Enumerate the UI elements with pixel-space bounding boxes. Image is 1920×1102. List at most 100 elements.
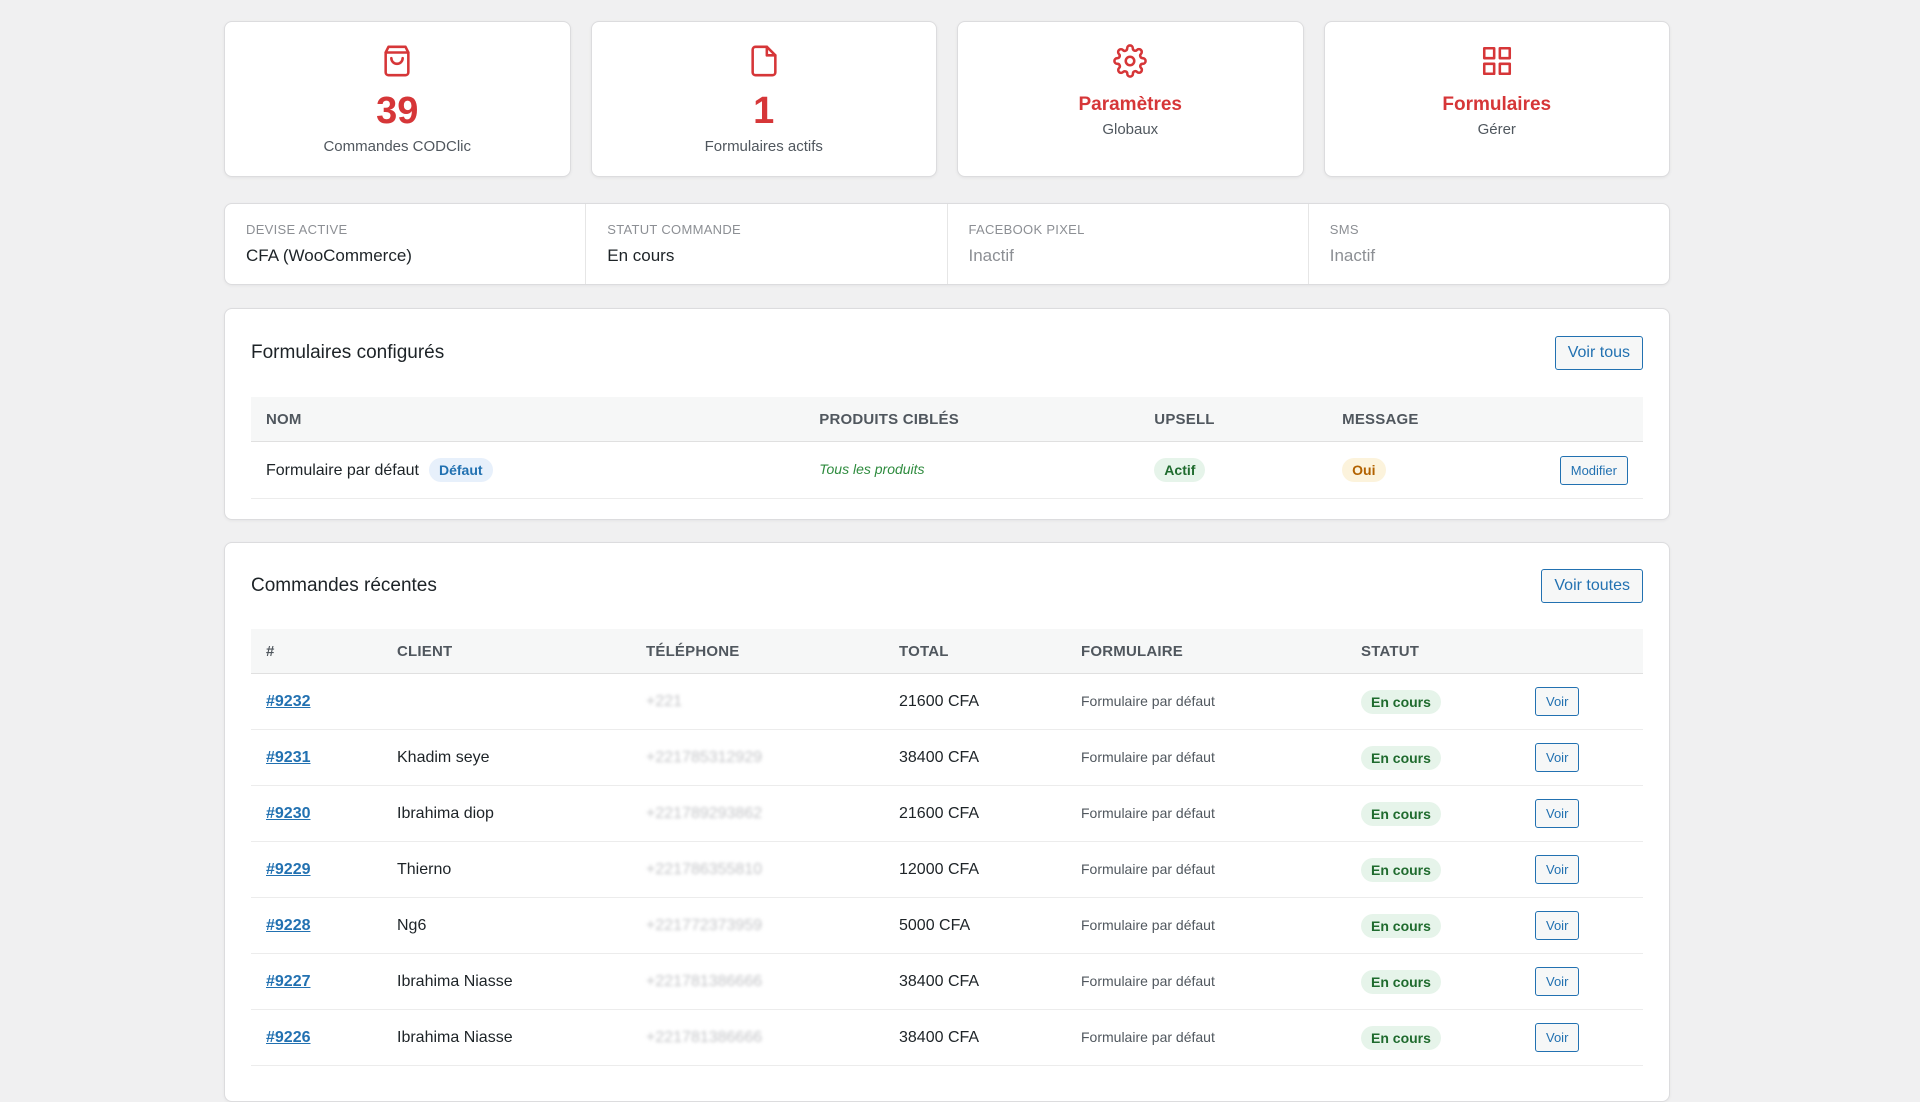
form-products-cell: Tous les produits	[804, 441, 1140, 499]
view-order-button[interactable]: Voir	[1535, 743, 1580, 772]
client-cell: Ibrahima Niasse	[382, 953, 631, 1010]
order-link[interactable]: #9229	[266, 860, 311, 878]
client-name: Ng6	[397, 916, 427, 934]
client-phone: +221786355810	[646, 860, 763, 878]
status-cell: En cours	[1346, 673, 1520, 730]
order-form: Formulaire par défaut	[1081, 1028, 1215, 1045]
view-all-orders-button[interactable]: Voir toutes	[1541, 569, 1643, 603]
info-value: En cours	[607, 246, 675, 265]
client-phone: +221772373959	[646, 916, 763, 934]
client-name: Khadim seye	[397, 748, 490, 766]
view-order-button[interactable]: Voir	[1535, 855, 1580, 884]
order-link[interactable]: #9230	[266, 804, 311, 822]
col-header-products: PRODUITS CIBLÉS	[804, 397, 1140, 442]
order-form: Formulaire par défaut	[1081, 916, 1215, 933]
table-row: Formulaire par défaut Défaut Tous les pro…	[251, 441, 1643, 499]
stat-card-settings[interactable]: Paramètres Globaux	[957, 21, 1304, 177]
order-id-cell: #9227	[251, 953, 382, 1010]
form-action-cell: Modifier	[1544, 441, 1643, 499]
status-badge: En cours	[1361, 913, 1441, 938]
form-name-cell: Formulaire par défaut Défaut	[251, 441, 805, 499]
view-order-button[interactable]: Voir	[1535, 799, 1580, 828]
col-header-total: TOTAL	[884, 629, 1066, 674]
client-cell: Ibrahima Niasse	[382, 1009, 631, 1066]
view-order-button[interactable]: Voir	[1535, 687, 1580, 716]
order-total: 21600 CFA	[899, 692, 980, 710]
order-id-cell: #9232	[251, 673, 382, 730]
phone-cell: +221786355810	[631, 841, 884, 898]
info-label: FACEBOOK PIXEL	[968, 222, 1085, 237]
info-label: STATUT COMMANDE	[607, 222, 742, 237]
stat-card-orders[interactable]: 39 Commandes CODClic	[224, 21, 571, 177]
grid-icon	[1482, 46, 1511, 76]
default-badge: Défaut	[428, 458, 493, 482]
col-header-upsell: UPSELL	[1139, 397, 1328, 442]
status-badge: En cours	[1361, 745, 1441, 770]
forms-panel: Formulaires configurés Voir tous NOM PRO…	[224, 308, 1670, 520]
manage-forms-title: Formulaires	[1442, 94, 1552, 115]
order-id-cell: #9231	[251, 729, 382, 786]
order-id-cell: #9226	[251, 1009, 382, 1066]
total-cell: 21600 CFA	[884, 785, 1066, 842]
settings-sub: Globaux	[1102, 121, 1159, 138]
client-cell: Khadim seye	[382, 729, 631, 786]
order-link[interactable]: #9228	[266, 916, 311, 934]
view-all-forms-button[interactable]: Voir tous	[1554, 336, 1643, 370]
status-cell: En cours	[1346, 1009, 1520, 1066]
status-badge: En cours	[1361, 689, 1441, 714]
order-link[interactable]: #9226	[266, 1028, 311, 1046]
status-cell: En cours	[1346, 953, 1520, 1010]
forms-panel-title: Formulaires configurés	[251, 342, 445, 363]
order-total: 38400 CFA	[899, 748, 980, 766]
settings-title: Paramètres	[1078, 94, 1183, 115]
stat-card-forms[interactable]: 1 Formulaires actifs	[590, 21, 937, 177]
table-row: #9228 Ng6 +221772373959 5000 CFA Formulaire …	[251, 897, 1643, 954]
order-link[interactable]: #9227	[266, 972, 311, 990]
client-phone: +221781386666	[646, 972, 763, 990]
orders-panel: Commandes récentes Voir toutes # CLIENT …	[224, 542, 1670, 1102]
order-link[interactable]: #9232	[266, 692, 311, 710]
order-link[interactable]: #9231	[266, 748, 311, 766]
phone-cell: +221781386666	[631, 1009, 884, 1066]
table-row: #9229 Thierno +221786355810 12000 CFA Formul…	[251, 841, 1643, 898]
info-facebook-pixel: FACEBOOK PIXEL Inactif	[948, 204, 1309, 284]
order-total: 38400 CFA	[899, 1028, 980, 1046]
col-header-message: MESSAGE	[1327, 397, 1545, 442]
total-cell: 12000 CFA	[884, 841, 1066, 898]
phone-cell: +221789293862	[631, 785, 884, 842]
order-form: Formulaire par défaut	[1081, 692, 1215, 709]
form-cell: Formulaire par défaut	[1066, 729, 1346, 786]
status-cell: En cours	[1346, 841, 1520, 898]
table-row: #9226 Ibrahima Niasse +221781386666 38400 C…	[251, 1009, 1643, 1066]
file-icon	[751, 45, 777, 77]
info-order-status: STATUT COMMANDE En cours	[586, 204, 948, 284]
phone-cell: +221785312929	[631, 729, 884, 786]
client-cell: Ibrahima diop	[382, 785, 631, 842]
orders-label: Commandes CODClic	[323, 138, 472, 155]
view-order-button[interactable]: Voir	[1535, 1023, 1580, 1052]
manage-forms-sub: Gérer	[1477, 121, 1516, 138]
col-header-name: NOM	[251, 397, 805, 442]
order-id-cell: #9229	[251, 841, 382, 898]
table-row: #9230 Ibrahima diop +221789293862 21600 CFA…	[251, 785, 1643, 842]
orders-panel-header: Commandes récentes Voir toutes	[251, 543, 1643, 629]
stat-card-manage-forms[interactable]: Formulaires Gérer	[1323, 21, 1670, 177]
action-cell: Voir	[1520, 729, 1643, 786]
order-id-cell: #9228	[251, 897, 382, 954]
order-form: Formulaire par défaut	[1081, 972, 1215, 989]
edit-form-button[interactable]: Modifier	[1559, 455, 1628, 485]
view-order-button[interactable]: Voir	[1535, 967, 1580, 996]
info-currency: DEVISE ACTIVE CFA (WooCommerce)	[225, 204, 587, 284]
table-row: #9232 +221 21600 CFA Formulaire par défaut E…	[251, 673, 1643, 730]
form-cell: Formulaire par défaut	[1066, 953, 1346, 1010]
client-phone: +221781386666	[646, 1028, 763, 1046]
order-total: 21600 CFA	[899, 804, 980, 822]
view-order-button[interactable]: Voir	[1535, 911, 1580, 940]
action-cell: Voir	[1520, 897, 1643, 954]
form-name: Formulaire par défaut	[266, 462, 419, 479]
total-cell: 21600 CFA	[884, 673, 1066, 730]
form-cell: Formulaire par défaut	[1066, 841, 1346, 898]
action-cell: Voir	[1520, 785, 1643, 842]
client-name: Ibrahima diop	[397, 804, 494, 822]
orders-panel-title: Commandes récentes	[251, 575, 437, 596]
